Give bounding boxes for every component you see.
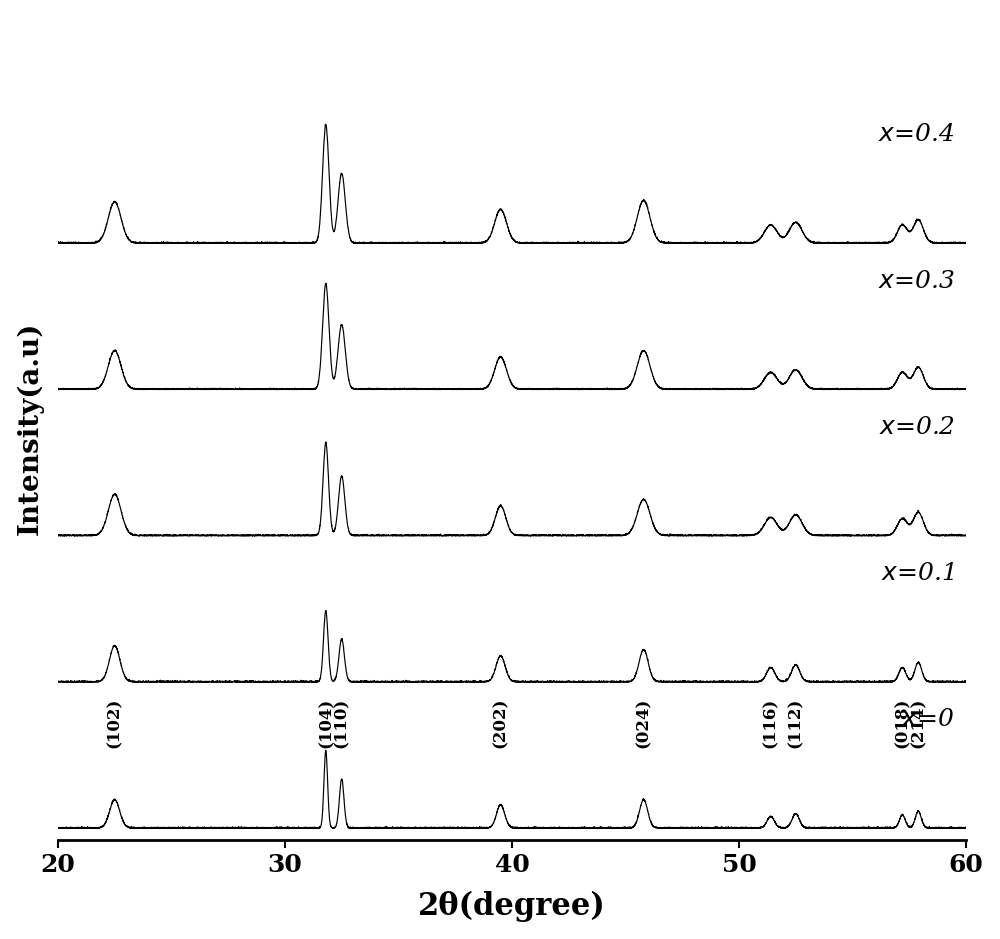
Text: $x$=0.2: $x$=0.2 bbox=[879, 416, 955, 439]
Text: $x$=0.4: $x$=0.4 bbox=[878, 123, 955, 146]
Text: (202): (202) bbox=[492, 698, 509, 747]
Text: (018): (018) bbox=[894, 698, 911, 747]
Text: (214): (214) bbox=[910, 698, 927, 747]
Text: (116): (116) bbox=[762, 698, 779, 747]
Text: $x$=0.1: $x$=0.1 bbox=[881, 562, 955, 585]
Y-axis label: Intensity(a.u): Intensity(a.u) bbox=[17, 322, 44, 535]
X-axis label: 2θ(degree): 2θ(degree) bbox=[418, 891, 606, 922]
Text: (024): (024) bbox=[635, 698, 652, 747]
Text: $x$=0.3: $x$=0.3 bbox=[878, 269, 955, 293]
Text: (110): (110) bbox=[333, 698, 350, 747]
Text: $x$=0: $x$=0 bbox=[901, 708, 955, 731]
Text: (112): (112) bbox=[787, 698, 804, 747]
Text: (104): (104) bbox=[317, 698, 334, 747]
Text: (102): (102) bbox=[106, 698, 123, 747]
